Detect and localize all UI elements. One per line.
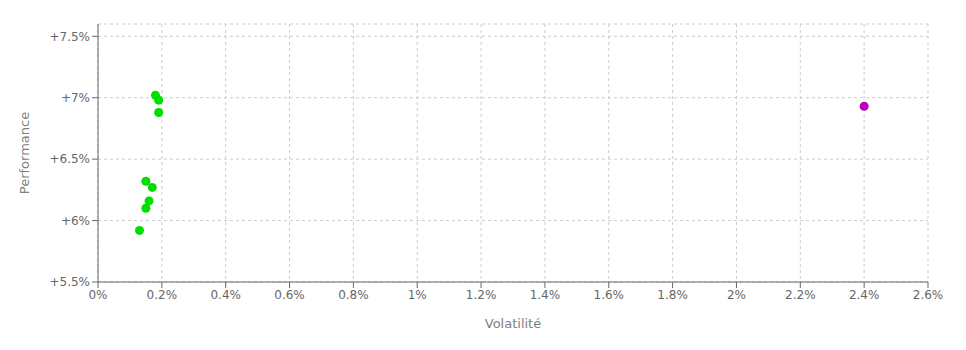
svg-text:+5.5%: +5.5% <box>49 275 90 289</box>
svg-text:0.6%: 0.6% <box>274 288 305 302</box>
svg-text:0.4%: 0.4% <box>210 288 241 302</box>
svg-text:1.6%: 1.6% <box>594 288 625 302</box>
svg-text:2.4%: 2.4% <box>849 288 880 302</box>
svg-text:2%: 2% <box>727 288 746 302</box>
svg-text:2.2%: 2.2% <box>785 288 816 302</box>
svg-text:2.6%: 2.6% <box>913 288 944 302</box>
svg-text:1%: 1% <box>408 288 427 302</box>
svg-text:0.8%: 0.8% <box>338 288 369 302</box>
svg-text:Volatilité: Volatilité <box>485 316 541 331</box>
svg-text:1.2%: 1.2% <box>466 288 497 302</box>
svg-text:1.4%: 1.4% <box>530 288 561 302</box>
svg-text:+6%: +6% <box>61 214 90 228</box>
svg-text:+6.5%: +6.5% <box>49 152 90 166</box>
svg-text:0.2%: 0.2% <box>147 288 178 302</box>
svg-text:Performance: Performance <box>17 112 32 194</box>
svg-text:+7.5%: +7.5% <box>49 30 90 44</box>
svg-text:+7%: +7% <box>61 91 90 105</box>
svg-text:1.8%: 1.8% <box>657 288 688 302</box>
svg-text:0%: 0% <box>88 288 107 302</box>
